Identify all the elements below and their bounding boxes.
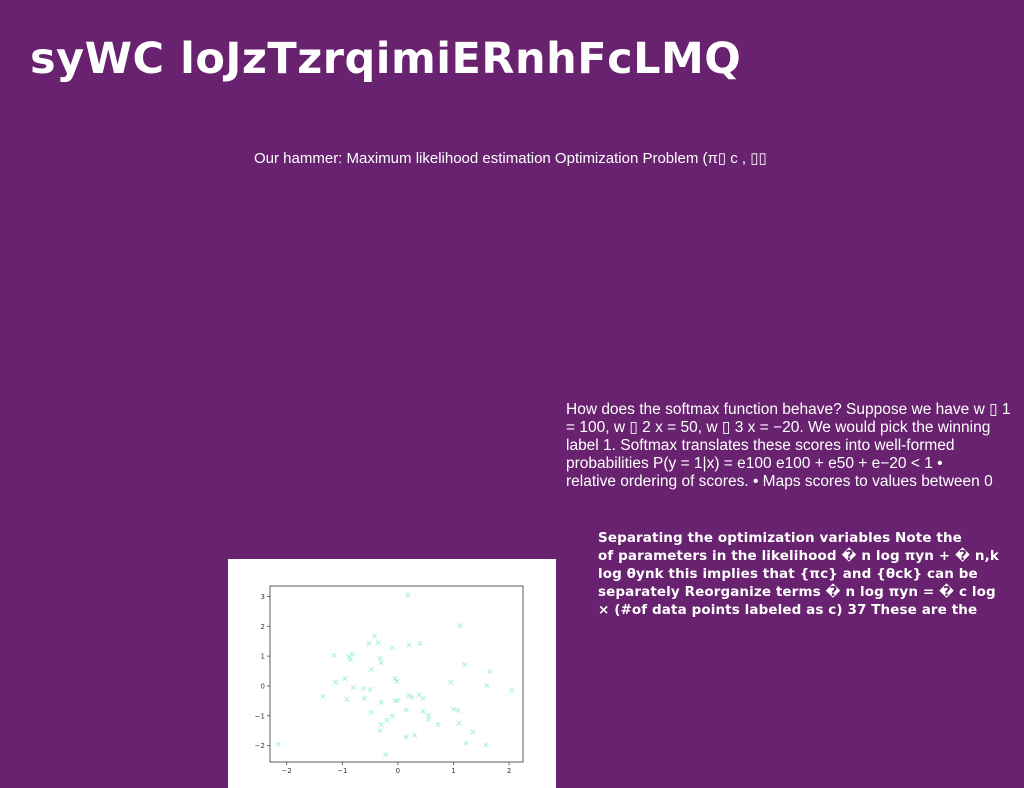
data-point [395,697,401,703]
separating-variables-paragraph: Separating the optimization variables No… [598,530,999,618]
y-tick-label: 1 [261,653,265,661]
y-tick-label: −1 [255,712,265,720]
data-point [416,692,422,698]
data-point [333,679,339,685]
x-tick-label: 0 [396,767,400,775]
data-point [383,751,389,758]
data-point [405,592,411,598]
data-point [360,685,366,691]
data-point [435,722,441,728]
data-point [378,699,384,705]
data-point [455,707,461,713]
data-point [448,679,454,685]
y-tick-label: 0 [261,682,265,690]
slide-subtitle: Our hammer: Maximum likelihood estimatio… [254,150,767,167]
plot-frame [269,585,524,763]
data-point [403,707,409,713]
softmax-paragraph: How does the softmax function behave? Su… [566,401,1011,490]
data-point [368,666,374,673]
data-point [371,633,378,639]
data-point [384,717,390,723]
data-point [406,642,412,648]
data-point [403,734,409,740]
data-point [450,706,457,712]
data-point [342,675,348,682]
scatter-plot-figure: −2 −1 0 1 2 −2 −1 0 1 2 3 [228,559,556,788]
data-point [420,708,426,714]
data-point [484,682,490,688]
y-tick-label: 3 [261,593,265,601]
data-point [344,696,350,702]
data-point [470,729,476,735]
data-point [367,686,373,693]
data-point [406,692,412,699]
data-point [361,695,368,702]
data-point [331,652,337,659]
data-point [348,657,354,663]
x-tick-label: −1 [337,767,347,775]
data-point [349,651,355,657]
data-point [389,645,395,651]
data-point [412,732,418,738]
x-tick-label: 2 [507,767,511,775]
data-point [375,640,381,646]
data-point [462,661,468,668]
data-point [394,678,400,685]
data-point [378,660,384,666]
y-tick-label: 2 [261,623,265,631]
data-point [320,693,326,699]
data-point [463,740,469,746]
data-point [456,720,462,726]
data-point [425,712,432,718]
data-point [377,655,383,662]
data-point [275,741,281,747]
data-point [425,716,432,722]
scatter-plot: −2 −1 0 1 2 −2 −1 0 1 2 3 [255,585,524,775]
data-point [409,694,415,700]
data-point [457,623,463,629]
data-point [420,695,426,702]
data-point [346,654,352,660]
data-point [509,687,515,693]
data-point [483,742,489,748]
data-point [378,722,384,728]
data-point [377,728,383,734]
data-point [389,713,395,719]
slide-title: syWC loJzTzrqimiERnhFcLMQ [30,34,742,84]
data-point [487,669,493,675]
data-point [368,709,374,715]
x-tick-label: −2 [282,767,292,775]
data-point [366,641,372,647]
data-point [350,684,356,690]
data-point [392,675,398,682]
data-point [417,641,423,647]
x-tick-label: 1 [451,767,455,775]
y-tick-label: −2 [255,742,265,750]
